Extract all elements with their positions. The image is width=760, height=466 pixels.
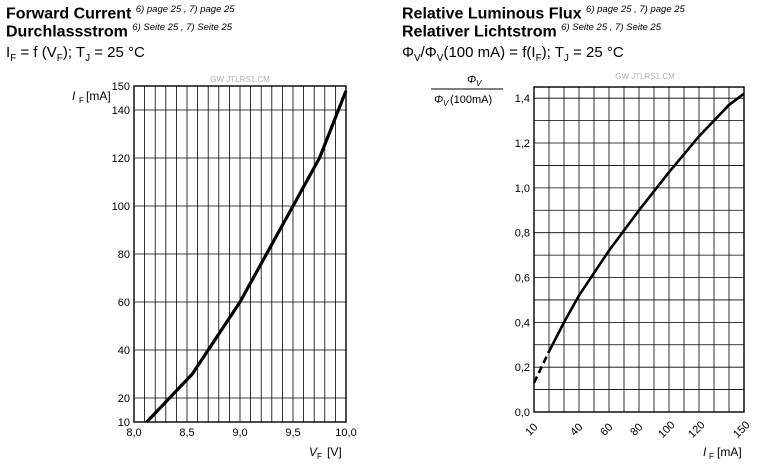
svg-text:F: F — [709, 452, 714, 461]
left-y-tick-label: 150 — [112, 81, 130, 93]
right-title-de: Relativer Lichtstrom — [402, 23, 557, 41]
right-x-tick-label: 40 — [568, 421, 585, 438]
right-y-tick-label: 0,8 — [515, 228, 530, 240]
right-y-tick-label: 0,6 — [515, 273, 530, 285]
left-y-tick-label: 20 — [118, 393, 130, 405]
svg-text:[mA]: [mA] — [717, 445, 742, 459]
right-x-tick-label: 120 — [686, 419, 707, 440]
right-series-dashed — [532, 350, 551, 384]
left-x-tick-label: 8,0 — [126, 427, 141, 439]
svg-text:(100mA): (100mA) — [450, 94, 492, 106]
svg-text:V: V — [309, 445, 318, 459]
svg-text:I: I — [703, 445, 707, 459]
svg-text:V: V — [443, 99, 449, 108]
left-ref-en: 6) page 25 , 7) page 25 — [135, 4, 235, 15]
left-title-en: Forward Current — [6, 5, 132, 23]
svg-text:V: V — [476, 79, 482, 88]
right-y-tick-label: 0,0 — [515, 407, 530, 419]
left-tick-labels: 10 20 40 60 80 100 120 140 150 8,0 8,5 9,0 9,5 10,0 — [112, 81, 357, 439]
left-y-tick-label: 80 — [118, 249, 130, 261]
left-plot-frame — [133, 85, 347, 423]
right-y-axis-label: Φ V Φ V (100mA) — [431, 74, 503, 108]
right-y-tick-label: 1,0 — [515, 183, 530, 195]
right-x-tick-label: 80 — [628, 421, 645, 438]
left-y-tick-label: 120 — [112, 153, 130, 165]
left-x-tick-label: 10,0 — [335, 427, 356, 439]
right-x-tick-label: 60 — [598, 421, 615, 438]
left-y-tick-label: 40 — [118, 345, 130, 357]
svg-text:[mA]: [mA] — [86, 89, 111, 103]
left-title-en-line: Forward Current 6) page 25 , 7) page 25 — [6, 4, 235, 23]
svg-text:Φ: Φ — [467, 74, 476, 86]
right-x-axis-label: I F [mA] — [703, 445, 742, 461]
left-equation: IF = f (VF); TJ = 25 °C — [6, 44, 145, 64]
left-y-tick-label: 10 — [118, 417, 130, 429]
right-equation: ΦV/ΦV(100 mA) = f(IF); TJ = 25 °C — [402, 44, 624, 64]
right-ref-en: 6) page 25 , 7) page 25 — [586, 4, 685, 15]
left-x-tick-label: 8,5 — [179, 427, 194, 439]
left-y-tick-label: 100 — [112, 201, 130, 213]
right-series-line — [547, 92, 745, 353]
right-plot-frame — [533, 86, 745, 413]
left-x-tick-label: 9,0 — [232, 427, 247, 439]
left-x-axis-label: V F [V] — [309, 445, 342, 461]
right-grid — [533, 86, 745, 413]
svg-text:[V]: [V] — [327, 445, 342, 459]
right-title-de-line: Relativer Lichtstrom 6) Seite 25 , 7) Se… — [402, 22, 661, 41]
svg-text:F: F — [79, 96, 84, 105]
left-title-de-line: Durchlassstrom 6) Seite 25 , 7) Seite 25 — [6, 22, 232, 41]
right-x-tick-label: 150 — [731, 419, 752, 440]
left-series-line — [145, 90, 348, 424]
left-watermark: GW JTLRS1.CM — [210, 75, 270, 84]
left-y-tick-label: 60 — [118, 297, 130, 309]
right-y-tick-label: 0,4 — [515, 317, 530, 329]
right-watermark: GW JTLRS1.CM — [615, 72, 675, 81]
left-x-tick-label: 9,5 — [285, 427, 300, 439]
svg-text:I: I — [72, 89, 76, 103]
right-title-en: Relative Luminous Flux — [402, 5, 582, 23]
right-title-en-line: Relative Luminous Flux 6) page 25 , 7) p… — [402, 4, 685, 23]
svg-text:F: F — [317, 452, 322, 461]
left-ref-de: 6) Seite 25 , 7) Seite 25 — [132, 22, 233, 33]
left-series — [145, 90, 348, 424]
right-y-tick-label: 1,2 — [515, 138, 530, 150]
svg-text:Φ: Φ — [434, 94, 443, 106]
right-x-tick-label: 100 — [656, 419, 677, 440]
left-y-tick-label: 140 — [112, 105, 130, 117]
right-y-tick-label: 1,4 — [515, 93, 530, 105]
forward-current-chart: GW JTLRS1.CM 10 20 40 60 80 100 120 140 150 8,0 8,… — [72, 75, 357, 461]
right-tick-labels: 0,0 0,2 0,4 0,6 0,8 1,0 1,2 1,4 10 40 60 80 100 120 15… — [515, 93, 753, 440]
left-title-de: Durchlassstrom — [6, 23, 128, 41]
left-y-axis-label: I F [mA] — [72, 89, 111, 105]
right-ref-de: 6) Seite 25 , 7) Seite 25 — [561, 22, 661, 33]
right-x-tick-label: 10 — [523, 421, 540, 438]
right-series — [532, 92, 745, 384]
right-y-tick-label: 0,2 — [515, 362, 530, 374]
